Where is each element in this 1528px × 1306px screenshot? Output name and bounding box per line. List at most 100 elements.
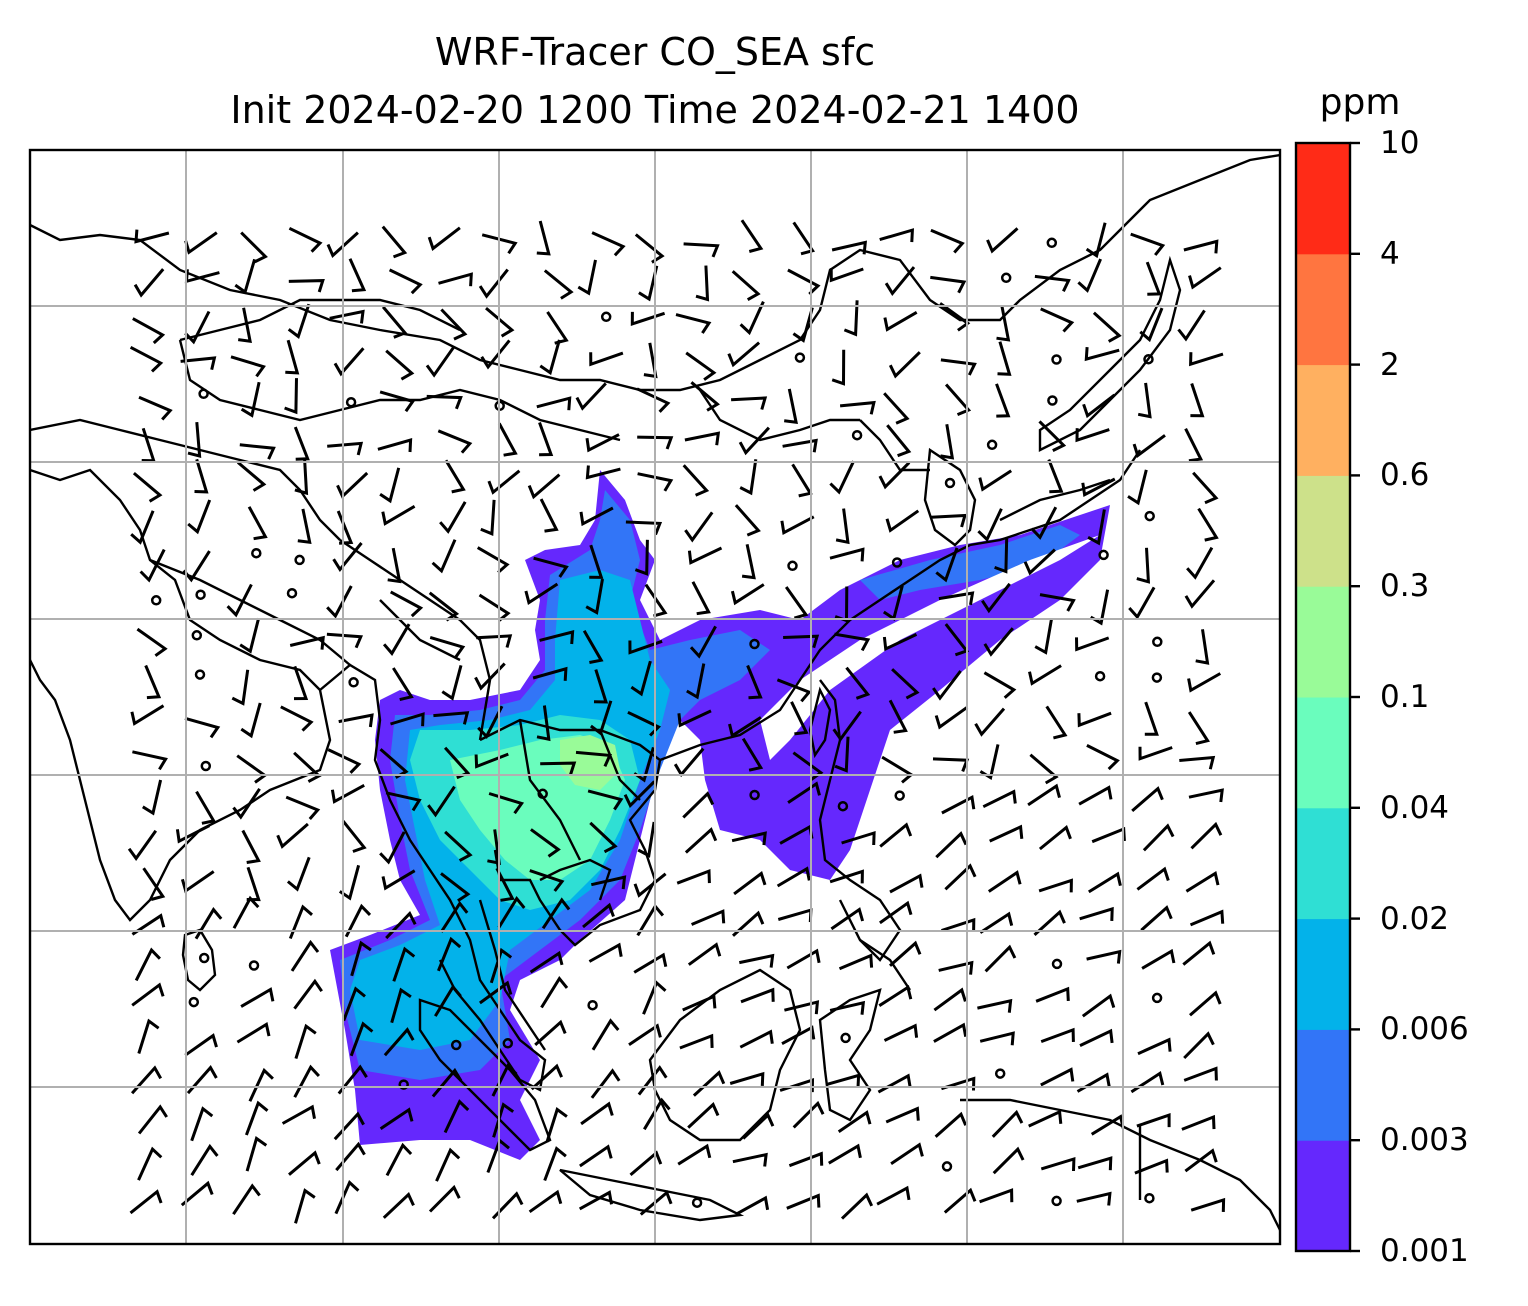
colorbar-tick-label: 0.02 <box>1380 900 1450 937</box>
colorbar-tick-label: 0.04 <box>1380 789 1450 826</box>
wind-barb <box>783 634 820 649</box>
wind-barb <box>1033 909 1066 937</box>
wind-barb <box>431 539 457 574</box>
wind-barb <box>996 306 1011 342</box>
wind-barb <box>344 903 372 938</box>
wind-barb <box>131 982 165 1007</box>
wind-barb <box>276 822 309 849</box>
calm-wind-marker <box>1046 237 1058 249</box>
calm-wind-marker <box>348 677 359 688</box>
wind-barb <box>239 443 276 460</box>
wind-barb <box>1181 1114 1216 1131</box>
wind-barb <box>1184 579 1216 609</box>
wind-barb <box>634 233 665 264</box>
wind-barb <box>1192 471 1219 505</box>
wind-barb <box>1081 477 1116 497</box>
wind-barb <box>644 583 668 618</box>
calm-wind-marker <box>1144 510 1155 522</box>
wind-barb <box>630 311 666 326</box>
calm-wind-marker <box>986 439 998 451</box>
wind-barb <box>585 433 620 453</box>
wind-barb <box>528 1189 563 1214</box>
wind-barb <box>589 544 604 579</box>
wind-barb <box>130 1065 163 1095</box>
wind-barb <box>137 1146 163 1181</box>
wind-barb <box>739 1029 774 1049</box>
wind-barb <box>1139 307 1164 343</box>
wind-barb <box>685 351 717 381</box>
wind-barb <box>190 1106 214 1142</box>
wind-barb <box>582 902 615 929</box>
wind-barb <box>590 700 613 736</box>
wind-barb <box>444 830 473 862</box>
wind-barb <box>582 630 604 664</box>
wind-barb <box>585 465 621 480</box>
colorbar-tick-label: 0.001 <box>1380 1233 1469 1269</box>
wind-barb <box>741 543 756 580</box>
wind-barb <box>888 699 908 734</box>
wind-barb <box>440 872 471 903</box>
wind-barb <box>1038 878 1073 893</box>
wind-barb <box>691 909 726 926</box>
wind-barb <box>935 831 968 859</box>
wind-barb <box>1079 906 1114 921</box>
wind-barb <box>377 437 413 453</box>
wind-barb <box>134 229 170 244</box>
wind-barb <box>540 976 569 1009</box>
wind-barb <box>327 748 362 774</box>
wind-barb <box>182 550 211 583</box>
wind-barb <box>930 513 967 528</box>
wind-barb <box>1136 866 1170 891</box>
wind-barb <box>332 542 363 572</box>
calm-wind-marker <box>195 589 206 600</box>
wind-barb <box>326 585 353 619</box>
wind-barb <box>1040 1027 1075 1044</box>
wind-barb <box>730 583 765 606</box>
wind-barb <box>379 467 401 504</box>
wind-barb <box>628 639 663 655</box>
colorbar-segment <box>1296 1140 1350 1252</box>
calm-wind-marker <box>891 557 903 568</box>
calm-wind-marker <box>851 429 863 441</box>
wind-barb <box>1187 672 1222 693</box>
wind-barb <box>489 947 513 984</box>
wind-barb <box>136 627 168 657</box>
wind-barb <box>784 388 798 425</box>
wind-barb <box>642 980 667 1015</box>
wind-barb <box>633 952 668 974</box>
wind-barb <box>891 668 920 700</box>
colorbar-segment <box>1296 807 1350 920</box>
wind-barb <box>639 1190 673 1216</box>
wind-barb <box>1183 1066 1218 1082</box>
wind-barb <box>294 1188 316 1224</box>
wind-barb <box>336 510 354 545</box>
wind-barb <box>439 501 467 534</box>
calm-wind-marker <box>398 1079 409 1090</box>
wind-barb <box>1190 383 1205 418</box>
wind-barb <box>684 431 721 446</box>
calm-wind-marker <box>691 1197 703 1208</box>
colorbar-tick-label: 0.006 <box>1380 1011 1469 1048</box>
wind-barb <box>879 822 913 848</box>
wind-barb <box>741 737 764 772</box>
wind-barb <box>349 1021 374 1057</box>
calm-wind-marker <box>749 789 760 801</box>
wind-barb <box>134 947 161 982</box>
colorbar-segment <box>1296 253 1350 366</box>
wind-barb <box>336 471 369 499</box>
wind-barb <box>240 381 261 418</box>
wind-barb <box>429 635 466 658</box>
wind-barb <box>991 1109 1024 1138</box>
wind-barb <box>539 630 575 645</box>
wind-barb <box>876 1185 911 1206</box>
wind-barb <box>491 1063 518 1097</box>
colorbar-tick-label: 4 <box>1380 235 1400 272</box>
wind-barb <box>740 219 764 253</box>
wind-barb <box>543 1146 567 1182</box>
colorbar-unit-label: ppm <box>1319 82 1401 123</box>
wind-barb <box>731 831 767 846</box>
wind-barb <box>1088 871 1122 894</box>
wind-barb <box>1177 309 1206 342</box>
calm-wind-marker <box>840 1032 851 1044</box>
wind-barb <box>334 1179 360 1215</box>
